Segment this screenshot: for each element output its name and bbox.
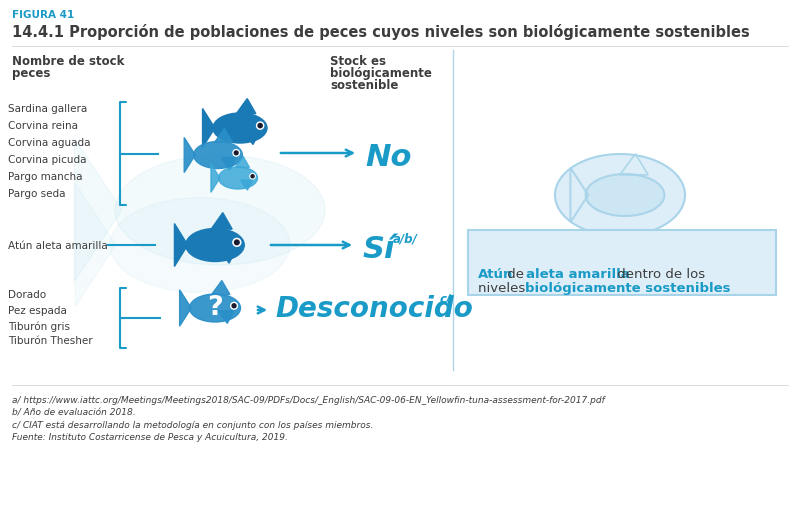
Circle shape: [230, 302, 238, 309]
Text: Atún: Atún: [478, 268, 514, 281]
Text: No: No: [365, 143, 411, 172]
Circle shape: [258, 124, 262, 128]
Text: Nombre de stock: Nombre de stock: [12, 55, 124, 68]
Text: ?: ?: [207, 295, 223, 321]
Polygon shape: [174, 223, 188, 266]
Text: Fuente: Instituto Costarricense de Pesca y Acuicultura, 2019.: Fuente: Instituto Costarricense de Pesca…: [12, 433, 288, 443]
Text: Pargo mancha: Pargo mancha: [8, 172, 82, 182]
Ellipse shape: [586, 174, 664, 216]
Text: dentro de los: dentro de los: [613, 268, 705, 281]
Text: Atún aleta amarilla: Atún aleta amarilla: [8, 241, 108, 251]
Text: de: de: [502, 268, 528, 281]
Polygon shape: [75, 183, 116, 307]
Text: c/ CIAT está desarrollando la metodología en conjunto con los países miembros.: c/ CIAT está desarrollando la metodologí…: [12, 421, 374, 430]
Circle shape: [232, 304, 236, 308]
Text: aleta amarilla: aleta amarilla: [526, 268, 630, 281]
Ellipse shape: [555, 154, 685, 236]
Text: Stock es: Stock es: [330, 55, 386, 68]
Polygon shape: [237, 99, 256, 114]
Circle shape: [257, 122, 264, 129]
Text: Corvina picuda: Corvina picuda: [8, 155, 86, 165]
Text: biológicamente sostenibles: biológicamente sostenibles: [525, 282, 730, 295]
Text: niveles: niveles: [478, 282, 530, 295]
Circle shape: [234, 151, 238, 155]
Text: peces: peces: [12, 67, 50, 80]
Circle shape: [233, 149, 239, 156]
Text: Dorado: Dorado: [8, 290, 46, 300]
Polygon shape: [243, 131, 260, 144]
Text: Corvina reina: Corvina reina: [8, 121, 78, 131]
Text: Pez espada: Pez espada: [8, 306, 67, 315]
Text: a/ https://www.iattc.org/Meetings/Meetings2018/SAC-09/PDFs/Docs/_English/SAC-09-: a/ https://www.iattc.org/Meetings/Meetin…: [12, 396, 605, 405]
Text: c/: c/: [440, 292, 451, 305]
Text: Corvina aguada: Corvina aguada: [8, 138, 90, 148]
Text: Tiburón Thesher: Tiburón Thesher: [8, 337, 93, 346]
Ellipse shape: [213, 113, 267, 143]
FancyBboxPatch shape: [468, 230, 776, 295]
Polygon shape: [184, 138, 195, 173]
Polygon shape: [222, 158, 236, 170]
Ellipse shape: [190, 294, 241, 322]
Text: biológicamente: biológicamente: [330, 67, 432, 80]
Polygon shape: [74, 139, 122, 281]
Ellipse shape: [186, 229, 244, 262]
Ellipse shape: [115, 155, 325, 265]
Text: Pargo seda: Pargo seda: [8, 189, 66, 199]
Text: Sí: Sí: [363, 235, 395, 264]
Polygon shape: [219, 248, 237, 263]
Polygon shape: [218, 311, 234, 324]
Polygon shape: [202, 109, 214, 147]
Text: Tiburón gris: Tiburón gris: [8, 321, 70, 331]
Polygon shape: [235, 157, 250, 168]
Text: a/b/: a/b/: [393, 232, 418, 245]
Text: Desconocido: Desconocido: [275, 295, 473, 323]
Ellipse shape: [110, 197, 290, 293]
Circle shape: [234, 240, 239, 245]
Ellipse shape: [194, 142, 242, 169]
Text: .: .: [686, 282, 690, 295]
Text: b/ Año de evaluación 2018.: b/ Año de evaluación 2018.: [12, 408, 136, 418]
Ellipse shape: [218, 167, 258, 189]
Polygon shape: [211, 164, 220, 192]
Text: sostenible: sostenible: [330, 79, 398, 92]
Polygon shape: [214, 129, 232, 142]
Polygon shape: [241, 180, 253, 190]
Circle shape: [250, 174, 255, 179]
Polygon shape: [211, 281, 230, 295]
Text: Sardina gallera: Sardina gallera: [8, 104, 87, 114]
Text: FIGURA 41: FIGURA 41: [12, 10, 74, 20]
Circle shape: [251, 175, 254, 178]
Polygon shape: [211, 212, 232, 229]
Polygon shape: [180, 290, 191, 326]
Circle shape: [233, 238, 241, 246]
Text: 14.4.1 Proporción de poblaciones de peces cuyos niveles son biológicamente soste: 14.4.1 Proporción de poblaciones de pece…: [12, 24, 750, 40]
